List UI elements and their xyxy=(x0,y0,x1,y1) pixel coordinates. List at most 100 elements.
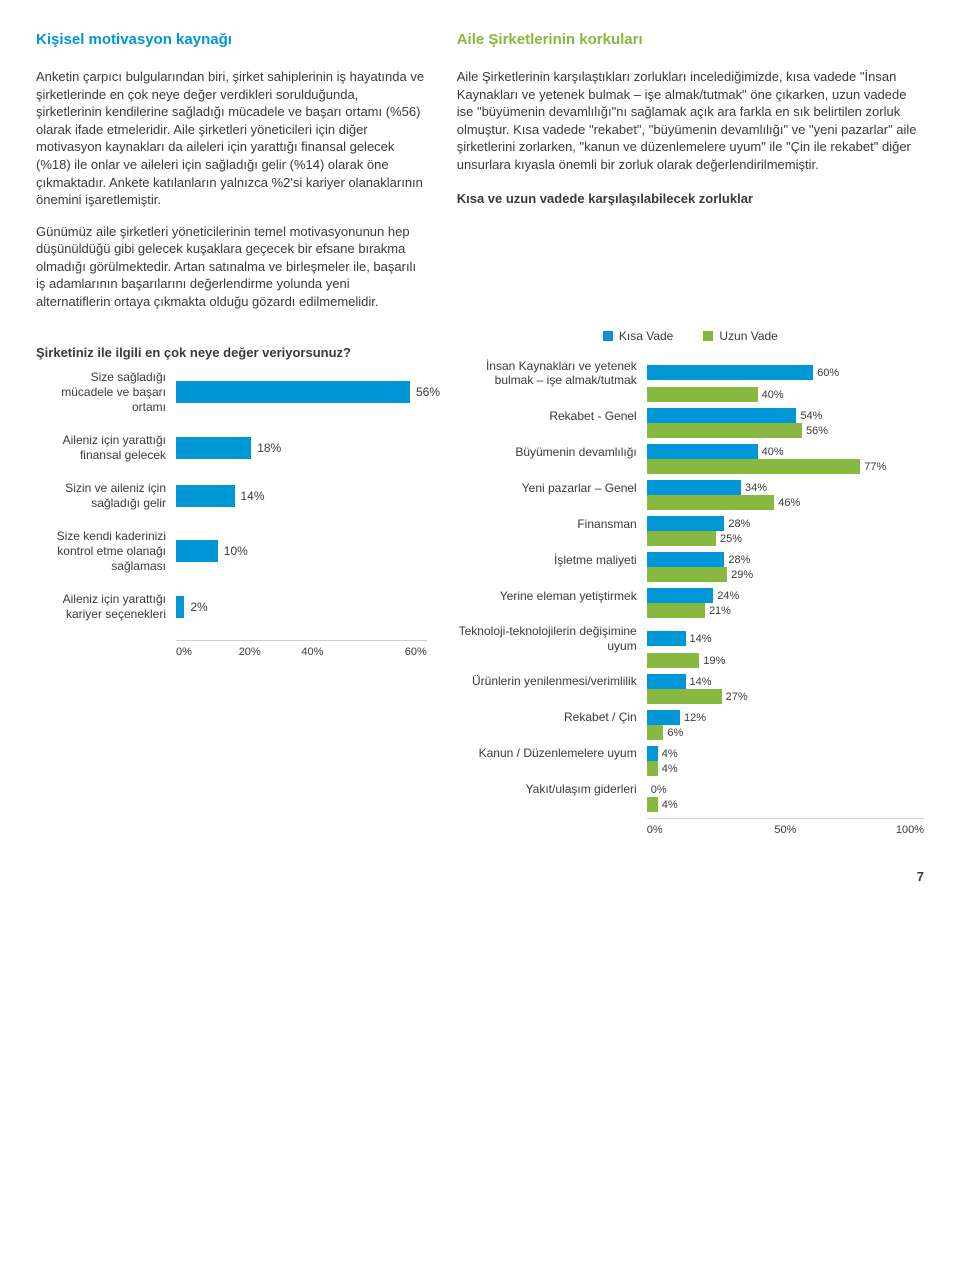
chart2-label: Rekabet / Çin xyxy=(457,710,647,724)
chart2-barwrap: 14% xyxy=(647,631,924,646)
chart2-value-short: 28% xyxy=(728,553,750,568)
chart2-value-short: 0% xyxy=(651,783,667,798)
chart2-barwrap: 25% xyxy=(647,531,924,546)
chart2-bar-long xyxy=(647,689,722,704)
chart2-value-long: 27% xyxy=(726,690,748,705)
chart2-bar-short xyxy=(647,516,725,531)
chart2-tick: 50% xyxy=(739,823,831,838)
chart1-title: Şirketiniz ile ilgili en çok neye değer … xyxy=(36,344,427,362)
chart2-barwrap: 21% xyxy=(647,603,924,618)
chart2-value-long: 4% xyxy=(662,798,678,813)
chart1-row: Size sağladığı mücadele ve başarı ortamı… xyxy=(36,370,427,415)
chart2-value-long: 19% xyxy=(703,654,725,669)
chart1-bar xyxy=(176,381,410,403)
chart2-bar-long xyxy=(647,567,727,582)
chart2-row-short: Kanun / Düzenlemelere uyum4% xyxy=(457,746,924,761)
chart2-barwrap: 12% xyxy=(647,710,924,725)
chart2-row-short: Yakıt/ulaşım giderleri 0% xyxy=(457,782,924,797)
chart2-row-long: 46% xyxy=(457,495,924,510)
chart2-value-long: 77% xyxy=(864,460,886,475)
chart2-value-long: 29% xyxy=(731,568,753,583)
chart2-row-long: 27% xyxy=(457,689,924,704)
chart2-row-long: 29% xyxy=(457,567,924,582)
chart1-label: Aileniz için yarattığı finansal gelecek xyxy=(36,433,176,463)
chart1-area: Şirketiniz ile ilgili en çok neye değer … xyxy=(36,328,427,838)
chart2-row-short: Rekabet / Çin 12% xyxy=(457,710,924,725)
chart2-value-long: 40% xyxy=(762,388,784,403)
legend-swatch-short xyxy=(603,331,613,341)
chart1-label: Size sağladığı mücadele ve başarı ortamı xyxy=(36,370,176,415)
chart2-row-short: Yeni pazarlar – Genel34% xyxy=(457,480,924,495)
chart2-bar-long xyxy=(647,531,716,546)
left-heading: Kişisel motivasyon kaynağı xyxy=(36,30,427,50)
chart2-label: Teknoloji-teknolojilerin değişimine uyum xyxy=(457,624,647,653)
chart2-row-long: 40% xyxy=(457,387,924,402)
chart2-label: Rekabet - Genel xyxy=(457,409,647,423)
chart2-axis: 0%50%100% xyxy=(647,818,924,838)
chart2-bar-long xyxy=(647,495,775,510)
chart2-label: İnsan Kaynakları ve yetenek bulmak – işe… xyxy=(457,359,647,388)
chart2-bar-long xyxy=(647,797,658,812)
page-number: 7 xyxy=(36,868,924,886)
chart1-track: 18% xyxy=(176,437,427,459)
chart1-tick: 60% xyxy=(364,645,427,660)
chart1: Size sağladığı mücadele ve başarı ortamı… xyxy=(36,370,427,660)
chart2-value-short: 60% xyxy=(817,366,839,381)
chart1-tick: 0% xyxy=(176,645,239,660)
chart1-bar xyxy=(176,437,251,459)
legend-long-label: Uzun Vade xyxy=(719,328,777,344)
chart2-group: Kanun / Düzenlemelere uyum4%4% xyxy=(457,746,924,776)
left-p1: Anketin çarpıcı bulgularından biri, şirk… xyxy=(36,68,427,208)
left-p2: Günümüz aile şirketleri yöneticilerinin … xyxy=(36,223,427,311)
chart2-title: Kısa ve uzun vadede karşılaşılabilecek z… xyxy=(457,190,924,208)
chart1-track: 56% xyxy=(176,381,427,403)
chart2-value-long: 46% xyxy=(778,496,800,511)
chart1-row: Sizin ve aileniz için sağladığı gelir 14% xyxy=(36,481,427,511)
chart2-label: Yakıt/ulaşım giderleri xyxy=(457,782,647,796)
chart2-bar-long xyxy=(647,761,658,776)
chart2-row-long: 19% xyxy=(457,653,924,668)
chart1-value: 10% xyxy=(224,543,248,559)
chart2: İnsan Kaynakları ve yetenek bulmak – işe… xyxy=(457,359,924,838)
right-p1: Aile Şirketlerinin karşılaştıkları zorlu… xyxy=(457,68,924,173)
chart2-row-long: 4% xyxy=(457,761,924,776)
chart2-barwrap: 54% xyxy=(647,408,924,423)
chart1-row: Size kendi kaderinizi kontrol etme olana… xyxy=(36,529,427,574)
chart1-bar xyxy=(176,596,184,618)
chart1-track: 10% xyxy=(176,540,427,562)
right-heading: Aile Şirketlerinin korkuları xyxy=(457,30,924,50)
chart1-label: Sizin ve aileniz için sağladığı gelir xyxy=(36,481,176,511)
legend-short-label: Kısa Vade xyxy=(619,328,673,344)
top-columns: Kişisel motivasyon kaynağı Anketin çarpı… xyxy=(36,30,924,324)
chart2-label: Finansman xyxy=(457,517,647,531)
chart1-value: 14% xyxy=(241,488,265,504)
chart2-value-long: 6% xyxy=(667,726,683,741)
chart2-barwrap: 27% xyxy=(647,689,924,704)
chart1-axis: 0%20%40%60% xyxy=(176,640,427,660)
chart2-barwrap: 29% xyxy=(647,567,924,582)
chart2-barwrap: 14% xyxy=(647,674,924,689)
chart2-value-short: 12% xyxy=(684,711,706,726)
chart1-label: Size kendi kaderinizi kontrol etme olana… xyxy=(36,529,176,574)
chart2-bar-short xyxy=(647,710,680,725)
chart1-track: 14% xyxy=(176,485,427,507)
chart2-tick: 100% xyxy=(832,823,924,838)
right-column: Aile Şirketlerinin korkuları Aile Şirket… xyxy=(457,30,924,324)
chart2-value-short: 14% xyxy=(690,675,712,690)
legend-swatch-long xyxy=(703,331,713,341)
chart2-row-long: 77% xyxy=(457,459,924,474)
chart2-group: Rekabet - Genel54%56% xyxy=(457,408,924,438)
chart2-bar-short xyxy=(647,588,714,603)
chart2-row-long: 21% xyxy=(457,603,924,618)
chart2-value-long: 25% xyxy=(720,532,742,547)
chart2-barwrap: 46% xyxy=(647,495,924,510)
chart2-value-short: 24% xyxy=(717,589,739,604)
chart2-barwrap: 56% xyxy=(647,423,924,438)
chart2-bar-short xyxy=(647,408,797,423)
chart2-group: Rekabet / Çin 12%6% xyxy=(457,710,924,740)
chart2-barwrap: 77% xyxy=(647,459,924,474)
chart1-track: 2% xyxy=(176,596,427,618)
chart2-row-short: Teknoloji-teknolojilerin değişimine uyum… xyxy=(457,624,924,653)
chart2-barwrap: 24% xyxy=(647,588,924,603)
chart1-tick: 40% xyxy=(301,645,364,660)
